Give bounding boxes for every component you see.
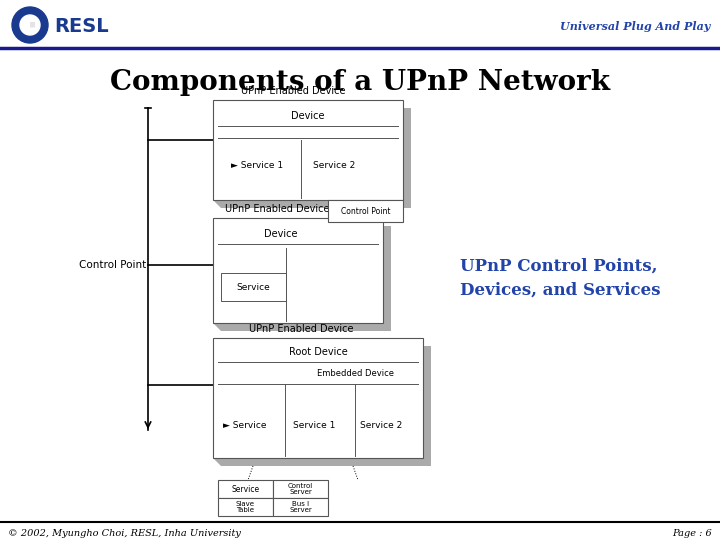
- Bar: [221, 200, 411, 208]
- Text: © 2002, Myungho Choi, RESL, Inha University: © 2002, Myungho Choi, RESL, Inha Univers…: [8, 529, 241, 537]
- Text: Control Point: Control Point: [79, 260, 147, 270]
- Bar: [213, 338, 423, 458]
- Text: Control
Server: Control Server: [288, 483, 313, 496]
- Text: Slave
Table: Slave Table: [236, 501, 255, 514]
- Bar: [213, 218, 383, 323]
- Text: ► Service: ► Service: [223, 421, 266, 429]
- Text: Root Device: Root Device: [289, 347, 347, 357]
- Text: Service: Service: [237, 282, 271, 292]
- Bar: [273, 498, 328, 516]
- Text: Device: Device: [264, 229, 298, 239]
- Circle shape: [12, 7, 48, 43]
- Bar: [218, 498, 273, 516]
- Text: Service 2: Service 2: [313, 160, 355, 170]
- Text: Service 1: Service 1: [293, 421, 336, 429]
- Bar: [403, 108, 411, 208]
- Text: Universal Plug And Play: Universal Plug And Play: [559, 21, 710, 31]
- Bar: [221, 323, 391, 331]
- Text: UPnP Enabled Device: UPnP Enabled Device: [225, 204, 330, 214]
- Bar: [218, 480, 273, 498]
- Polygon shape: [213, 458, 431, 466]
- Text: Bus I
Server: Bus I Server: [289, 501, 312, 514]
- Circle shape: [20, 15, 40, 35]
- Text: Device: Device: [292, 111, 325, 121]
- Polygon shape: [213, 323, 391, 331]
- Text: |||: |||: [29, 21, 35, 27]
- Text: Embedded Device: Embedded Device: [318, 369, 395, 379]
- Text: RESL: RESL: [54, 17, 109, 36]
- Text: Control Point: Control Point: [341, 206, 390, 215]
- Bar: [213, 100, 403, 200]
- Bar: [221, 273, 286, 301]
- Bar: [273, 480, 328, 498]
- Text: Components of a UPnP Network: Components of a UPnP Network: [110, 69, 610, 96]
- Bar: [383, 226, 391, 331]
- Text: UPnP Enabled Device: UPnP Enabled Device: [249, 324, 354, 334]
- Polygon shape: [213, 200, 411, 208]
- Bar: [221, 458, 431, 466]
- Bar: [328, 200, 403, 222]
- Text: UPnP Control Points,
Devices, and Services: UPnP Control Points, Devices, and Servic…: [460, 257, 660, 299]
- Text: Service 2: Service 2: [360, 421, 402, 429]
- Text: Service: Service: [231, 484, 260, 494]
- Text: Page : 6: Page : 6: [672, 529, 712, 537]
- Text: ► Service 1: ► Service 1: [231, 160, 283, 170]
- Text: UPnP Enabled Device: UPnP Enabled Device: [240, 86, 345, 96]
- Bar: [423, 346, 431, 466]
